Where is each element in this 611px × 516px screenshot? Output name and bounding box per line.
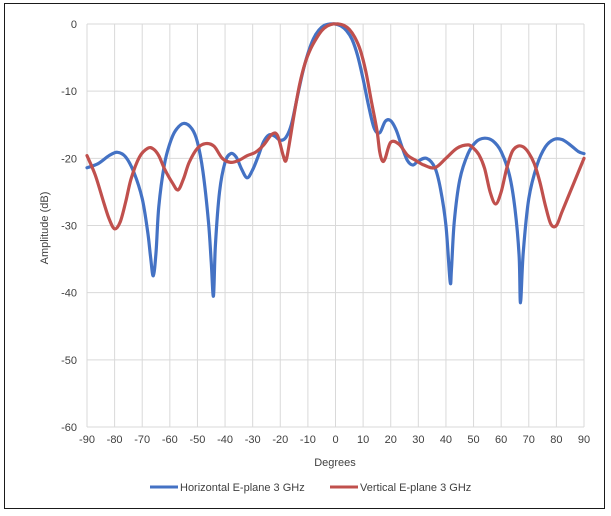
y-tick-label: 0 (71, 19, 77, 31)
series-lines (85, 22, 586, 305)
x-tick-label: 30 (412, 434, 424, 446)
y-tick-label: -40 (61, 288, 77, 300)
legend-label: Horizontal E-plane 3 GHz (180, 482, 305, 494)
x-tick-label: 80 (550, 434, 562, 446)
legend-label: Vertical E-plane 3 GHz (360, 482, 471, 494)
x-tick-label: 70 (523, 434, 535, 446)
x-axis-title: Degrees (314, 457, 356, 469)
y-tick-label: -10 (61, 86, 77, 98)
legend: Horizontal E-plane 3 GHz Vertical E-plane… (150, 482, 471, 494)
x-tick-label: 10 (357, 434, 369, 446)
grid-lines (86, 23, 585, 428)
y-tick-labels: 0 -10 -20 -30 -40 -50 -60 (61, 19, 77, 434)
x-tick-label: -40 (217, 434, 233, 446)
x-tick-label: -50 (189, 434, 205, 446)
x-tick-labels: -90 -80 -70 -60 -50 -40 -30 -20 -10 0 10 20 30 40 50 60… (79, 434, 590, 446)
x-tick-label: 90 (578, 434, 590, 446)
x-tick-label: -80 (107, 434, 123, 446)
y-tick-label: -20 (61, 153, 77, 165)
x-tick-label: 40 (440, 434, 452, 446)
x-tick-label: -90 (79, 434, 95, 446)
x-tick-label: 20 (385, 434, 397, 446)
x-tick-label: 50 (467, 434, 479, 446)
x-tick-label: -60 (162, 434, 178, 446)
x-tick-label: -10 (300, 434, 316, 446)
y-axis-title: Amplitude (dB) (39, 192, 51, 265)
y-tick-label: -50 (61, 355, 77, 367)
series-line-vertical (85, 22, 586, 231)
x-tick-label: -30 (245, 434, 261, 446)
x-tick-label: 60 (495, 434, 507, 446)
x-tick-label: 0 (332, 434, 338, 446)
y-tick-label: -30 (61, 221, 77, 233)
chart-frame (4, 3, 605, 509)
x-tick-label: -70 (134, 434, 150, 446)
x-tick-label: -20 (272, 434, 288, 446)
y-tick-label: -60 (61, 422, 77, 434)
